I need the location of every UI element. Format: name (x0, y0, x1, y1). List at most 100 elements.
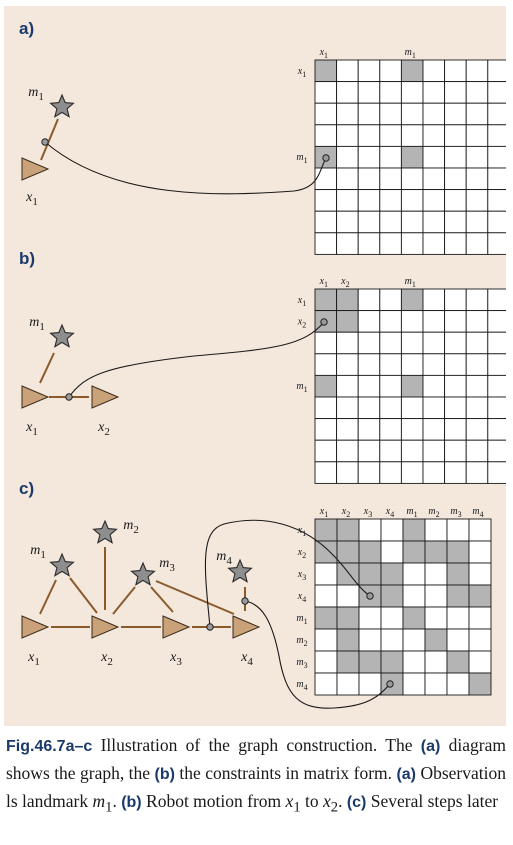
matrix-row-label: m1 (296, 152, 307, 165)
matrix-cell-empty (446, 628, 470, 652)
matrix-cell-empty (402, 562, 426, 586)
matrix-col-label: x2 (341, 506, 350, 519)
matrix-cell-empty (444, 331, 467, 355)
caption-text-9: Several steps later (366, 791, 499, 811)
matrix-cell-empty (465, 59, 489, 83)
landmark-m1-icon (49, 93, 75, 118)
matrix-cell-empty (379, 232, 402, 255)
matrix-cell-empty (336, 331, 359, 355)
matrix-cell-empty (444, 145, 467, 169)
node-label-m1: m1 (28, 85, 44, 103)
matrix-cell-empty (357, 374, 381, 398)
matrix-cell-empty (379, 288, 402, 312)
matrix-cell-empty (336, 374, 359, 398)
matrix-cell-empty (424, 562, 448, 586)
connector-dot (322, 154, 330, 162)
matrix-cell-empty (357, 189, 381, 212)
caption-ref-c: (c) (346, 794, 367, 811)
matrix-cell-empty (465, 102, 489, 126)
matrix-cell-empty (357, 210, 381, 234)
figure-canvas: a) m1 x1 x1 m1 x1 m1 b) m1 x1 x2 x1 x2 m1 x1 x2 m1 c) m1 m2… (19, 19, 506, 709)
matrix-cell-empty (314, 396, 338, 420)
connector-curve (68, 321, 325, 398)
panel-b: b) m1 x1 x2 x1 x2 m1 x1 x2 m1 (19, 249, 506, 484)
edge-x2-m1 (69, 577, 98, 614)
matrix-col-label: x1 (319, 47, 328, 60)
matrix-cell-empty (446, 518, 470, 542)
matrix-cell-empty (379, 310, 402, 333)
matrix-cell-empty (357, 461, 381, 484)
matrix-cell-empty (314, 232, 338, 255)
matrix-cell-empty (357, 102, 381, 126)
matrix-cell-empty (422, 353, 446, 376)
node-label-x1: x1 (25, 190, 38, 208)
matrix-cell-empty (402, 628, 426, 652)
matrix-cell-empty (400, 81, 424, 104)
caption-x2-sub: 2 (330, 799, 339, 816)
constraint-matrix: x1 x2 m1 x1 x2 m1 (296, 276, 506, 484)
matrix-cell-filled (446, 562, 470, 586)
matrix-cell-empty (422, 418, 446, 441)
matrix-cell-empty (314, 210, 338, 234)
matrix-cell-empty (314, 562, 338, 586)
connector-dot (241, 597, 249, 605)
matrix-cell-empty (446, 672, 470, 696)
panel-label: b) (19, 249, 35, 268)
matrix-cell-empty (380, 540, 404, 564)
matrix-row-label: x1 (297, 66, 306, 79)
landmark-m1-icon (49, 323, 75, 348)
caption-ref-b-2: (b) (121, 794, 142, 811)
matrix-row-label: x3 (297, 569, 306, 582)
matrix-cell-empty (444, 189, 467, 212)
matrix-cell-empty (379, 331, 402, 355)
matrix-cell-empty (379, 145, 402, 169)
matrix-cell-empty (446, 606, 470, 630)
matrix-cell-empty (400, 102, 424, 126)
matrix-cell-empty (402, 672, 426, 696)
pose-x4-icon (232, 615, 261, 639)
matrix-cell-empty (487, 81, 506, 104)
matrix-cell-empty (357, 418, 381, 441)
matrix-cell-empty (444, 81, 467, 104)
matrix-cell-empty (465, 396, 489, 420)
matrix-cell-empty (422, 288, 446, 312)
matrix-row-label: x1 (297, 295, 306, 308)
matrix-cell-empty (444, 461, 467, 484)
matrix-cell-filled (446, 584, 470, 608)
matrix-cell-empty (465, 189, 489, 212)
matrix-cell-empty (487, 396, 506, 420)
matrix-cell-empty (487, 210, 506, 234)
node-label-x4: x4 (240, 650, 253, 668)
matrix-cell-empty (465, 418, 489, 441)
matrix-cell-filled (336, 628, 360, 652)
edge-x1-m1 (39, 352, 55, 384)
matrix-cell-filled (402, 606, 426, 630)
matrix-cell-empty (465, 310, 489, 333)
matrix-cell-empty (487, 167, 506, 191)
connector-curve (44, 141, 327, 195)
matrix-cell-empty (444, 167, 467, 191)
matrix-cell-empty (465, 461, 489, 484)
matrix-cell-empty (379, 81, 402, 104)
matrix-cell-empty (336, 439, 359, 463)
matrix-cell-empty (314, 102, 338, 126)
matrix-col-label: m1 (405, 276, 416, 289)
matrix-cell-filled (446, 650, 470, 674)
matrix-cell-empty (400, 124, 424, 147)
matrix-row-label: m1 (296, 381, 307, 394)
matrix-cell-empty (314, 418, 338, 441)
matrix-col-label: x4 (385, 506, 394, 519)
matrix-cell-empty (314, 584, 338, 608)
matrix-cell-empty (336, 124, 359, 147)
matrix-cell-empty (400, 396, 424, 420)
matrix-cell-empty (314, 650, 338, 674)
pose-x1-icon (21, 615, 50, 639)
matrix-cell-empty (487, 331, 506, 355)
matrix-cell-filled (446, 540, 470, 564)
matrix-cell-filled (380, 584, 404, 608)
edge-x4-m3 (155, 580, 235, 615)
matrix-cell-empty (424, 650, 448, 674)
matrix-cell-filled (336, 650, 360, 674)
matrix-cell-filled (468, 672, 492, 696)
